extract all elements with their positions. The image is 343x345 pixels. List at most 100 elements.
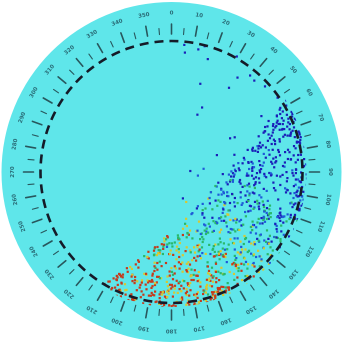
degree-tick — [158, 308, 161, 317]
degree-tick — [290, 97, 301, 104]
degree-label: 0 — [170, 11, 174, 17]
degree-label: 20 — [221, 19, 230, 27]
degree-tick — [194, 25, 198, 37]
degree-label: 40 — [269, 46, 279, 56]
degree-tick — [268, 69, 274, 75]
degree-tick — [276, 259, 286, 268]
degree-tick — [306, 145, 319, 149]
degree-tick — [194, 307, 198, 319]
inner-dashed-circle — [39, 39, 304, 305]
degree-tick — [259, 57, 268, 68]
degree-label: 280 — [11, 138, 19, 151]
degree-tick — [239, 290, 247, 301]
degree-label: 50 — [288, 65, 298, 75]
degree-label: 210 — [86, 304, 99, 315]
degree-tick — [31, 218, 43, 224]
degree-label: 110 — [316, 220, 326, 233]
degree-tick — [27, 158, 35, 161]
degree-label: 170 — [193, 324, 206, 332]
degree-tick — [24, 195, 37, 199]
degree-label: 330 — [86, 29, 99, 40]
degree-tick — [75, 276, 84, 287]
degree-tick — [296, 229, 303, 234]
degree-tick — [308, 158, 316, 161]
degree-label: 350 — [138, 12, 151, 20]
degree-tick — [57, 259, 67, 268]
degree-tick — [304, 134, 312, 137]
degree-tick — [120, 32, 126, 44]
degree-label: 30 — [246, 30, 256, 39]
degree-tick — [145, 307, 149, 319]
degree-tick — [182, 308, 185, 317]
degree-label: 70 — [316, 113, 324, 122]
degree-label: 60 — [304, 88, 313, 98]
degree-tick — [217, 32, 223, 44]
degree-tick — [52, 250, 60, 256]
degree-tick — [250, 284, 255, 291]
degree-tick — [145, 25, 149, 37]
degree-tick — [217, 300, 223, 312]
degree-tick — [133, 304, 137, 312]
degree-label: 250 — [18, 220, 28, 233]
degree-label: 150 — [244, 304, 257, 315]
degree-tick — [296, 110, 303, 115]
degree-label: 80 — [324, 140, 331, 149]
degree-tick — [96, 43, 104, 54]
degree-label: 190 — [138, 324, 151, 332]
degree-ticks — [22, 23, 321, 321]
degree-label: 90 — [327, 168, 333, 176]
degree-tick — [283, 250, 291, 256]
degree-tick — [88, 53, 93, 60]
degree-label: 300 — [29, 86, 40, 99]
degree-tick — [69, 69, 75, 75]
degree-tick — [110, 40, 114, 48]
degree-label: 160 — [219, 316, 232, 326]
degree-tick — [229, 296, 233, 304]
degree-tick — [239, 43, 247, 54]
degree-label: 180 — [166, 328, 178, 334]
degree-tick — [40, 229, 47, 234]
degree-label: 260 — [11, 193, 19, 206]
degree-label: 270 — [10, 166, 16, 178]
degree-tick — [259, 276, 268, 287]
degree-label: 340 — [111, 18, 124, 28]
degree-tick — [110, 296, 114, 304]
degree-label: 120 — [303, 245, 314, 258]
degree-label: 10 — [195, 12, 204, 19]
degree-tick — [133, 32, 137, 40]
degree-tick — [31, 207, 39, 210]
degree-tick — [31, 120, 43, 126]
degree-tick — [206, 32, 210, 40]
degree-tick — [120, 300, 126, 312]
degree-label: 200 — [111, 316, 124, 326]
degree-tick — [75, 57, 84, 68]
degree-tick — [52, 88, 60, 94]
degree-label: 100 — [324, 193, 332, 206]
degree-tick — [300, 218, 312, 224]
dashed-boundary — [39, 39, 304, 305]
degree-tick — [88, 284, 93, 291]
degree-tick — [42, 97, 53, 104]
degree-tick — [229, 40, 233, 48]
degree-tick — [290, 240, 301, 247]
degree-tick — [304, 207, 312, 210]
degree-tick — [300, 120, 312, 126]
outer-ring — [1, 2, 342, 342]
degree-tick — [69, 269, 75, 275]
degree-tick — [40, 110, 47, 115]
degree-tick — [306, 195, 319, 199]
degree-tick — [250, 53, 255, 60]
degree-tick — [276, 76, 286, 85]
degree-tick — [308, 183, 316, 186]
degree-label: 240 — [29, 245, 40, 258]
degree-tick — [96, 290, 104, 301]
degree-tick — [31, 134, 39, 137]
degree-tick — [206, 304, 210, 312]
degree-tick — [42, 240, 53, 247]
degree-tick — [57, 76, 67, 85]
degree-tick — [27, 183, 35, 186]
degree-label: 290 — [18, 111, 28, 124]
degree-tick — [283, 88, 291, 94]
